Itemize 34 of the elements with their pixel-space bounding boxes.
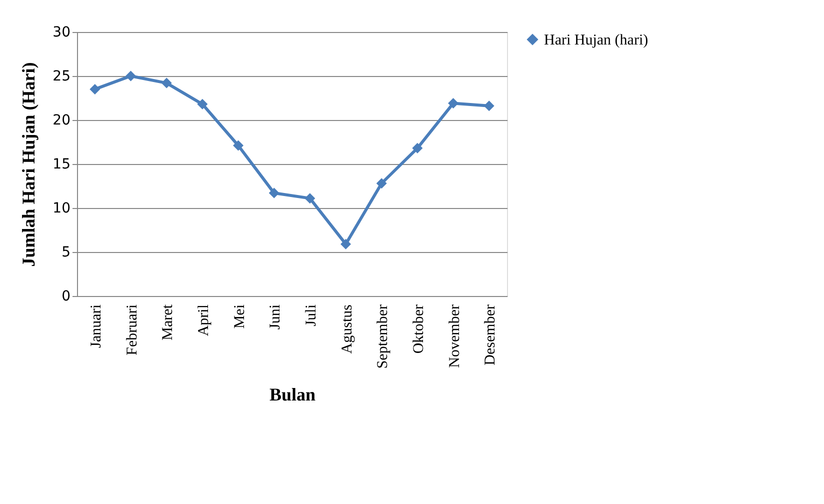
point xyxy=(233,140,244,151)
y-tick-label: 20 xyxy=(52,112,70,128)
point xyxy=(376,178,387,189)
y-tick-label: 15 xyxy=(52,156,70,172)
x-tick-label: Juli xyxy=(303,304,320,326)
point xyxy=(412,142,423,154)
point xyxy=(268,188,280,198)
x-tick-label: Februari xyxy=(124,304,140,356)
point xyxy=(197,98,208,110)
point xyxy=(161,78,172,88)
y-tick-label: 10 xyxy=(52,200,70,216)
y-tick-label: 5 xyxy=(62,244,70,260)
x-tick-label: Maret xyxy=(160,304,176,340)
x-tick-label: April xyxy=(196,304,212,336)
x-axis-title: Bulan xyxy=(269,384,316,405)
y-tick-label: 0 xyxy=(62,288,70,304)
point xyxy=(448,98,458,109)
point xyxy=(126,70,136,82)
x-tick-label: Mei xyxy=(232,304,248,329)
point xyxy=(484,100,494,112)
x-tick-label: Agustus xyxy=(339,304,356,354)
point xyxy=(340,238,351,250)
point xyxy=(90,84,100,94)
y-tick-label: 30 xyxy=(52,24,70,40)
point xyxy=(304,193,316,204)
x-tick-label: November xyxy=(446,304,463,368)
y-axis-title: Jumlah Hari Hujan (Hari) xyxy=(18,62,39,267)
x-tick-label: Desember xyxy=(482,304,499,366)
x-tick-label: September xyxy=(375,304,392,369)
y-tick-label: 25 xyxy=(52,68,70,84)
x-tick-label: Januari xyxy=(88,304,104,348)
legend-label: Hari Hujan (hari) xyxy=(544,32,648,48)
x-tick-label: Oktober xyxy=(410,304,427,354)
x-tick-label: Juni xyxy=(268,304,284,330)
